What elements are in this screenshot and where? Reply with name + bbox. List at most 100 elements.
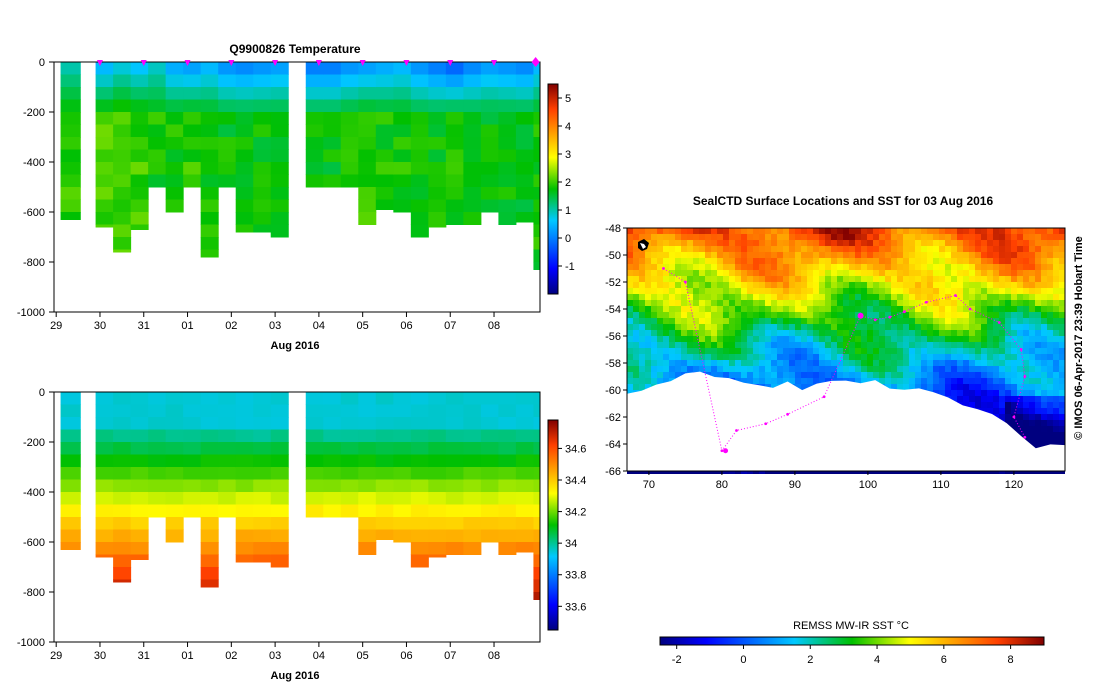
temperature-cell	[183, 149, 202, 163]
sst-cell	[909, 240, 915, 246]
sst-cell	[981, 360, 987, 366]
sst-cell	[885, 324, 891, 330]
temperature-cell	[323, 174, 342, 188]
sst-cell	[897, 330, 903, 336]
sst-cell	[927, 360, 933, 366]
sst-cell	[789, 360, 795, 366]
sst-cell	[681, 246, 687, 252]
sst-cell	[945, 252, 951, 258]
sst-cell	[627, 324, 633, 330]
lon-tick-label: 100	[859, 479, 877, 491]
temperature-cell	[428, 224, 447, 228]
sst-cell	[1029, 240, 1035, 246]
sst-cell	[711, 336, 717, 342]
sst-cell	[909, 330, 915, 336]
sst-colorbar	[659, 636, 1045, 646]
sst-cell	[993, 384, 999, 390]
sst-cell	[975, 240, 981, 246]
sst-cell	[879, 342, 885, 348]
sst-cell	[837, 360, 843, 366]
sst-cell	[1011, 330, 1017, 336]
sst-cell	[627, 318, 633, 324]
salinity-cell	[165, 429, 184, 443]
salinity-y-axis: 0-200-400-600-800-1000	[17, 387, 54, 649]
sst-cell	[1047, 288, 1053, 294]
temperature-cell	[200, 199, 219, 213]
sst-cell	[813, 366, 819, 372]
x-tick-label: 03	[269, 650, 281, 662]
sst-cell	[831, 240, 837, 246]
temperature-cell	[95, 162, 114, 175]
sst-cell	[957, 348, 963, 354]
temperature-cell	[428, 199, 447, 213]
sst-cell	[819, 336, 825, 342]
sst-cell	[699, 234, 705, 240]
sst-cell	[819, 252, 825, 258]
sst-cell	[681, 240, 687, 246]
sst-cell	[723, 360, 729, 366]
salinity-cell	[515, 479, 534, 493]
sst-cell	[1011, 348, 1017, 354]
salinity-cell	[183, 392, 202, 405]
sst-cell	[855, 306, 861, 312]
sst-cell	[909, 312, 915, 318]
sst-cell	[1059, 228, 1065, 234]
sst-cell	[945, 318, 951, 324]
sst-cell	[777, 348, 783, 354]
sst-cell	[735, 348, 741, 354]
colorbar-tick-label: 33.8	[565, 570, 586, 582]
sst-cell	[807, 282, 813, 288]
temperature-title: Q9900826 Temperature	[229, 42, 361, 56]
temperature-cell	[165, 74, 184, 88]
sst-cell	[681, 288, 687, 294]
salinity-cell	[270, 417, 289, 430]
sst-cell	[831, 366, 837, 372]
sst-cell	[807, 270, 813, 276]
sst-cell	[1029, 354, 1035, 360]
sst-cell	[1047, 426, 1053, 432]
temperature-cell	[218, 99, 237, 113]
sst-cell	[633, 276, 639, 282]
sst-cell	[681, 294, 687, 300]
sst-cell	[723, 294, 729, 300]
sst-cell	[867, 246, 873, 252]
salinity-cell	[235, 392, 254, 405]
temperature-cell	[375, 124, 394, 138]
sst-cell	[663, 318, 669, 324]
sst-cell	[993, 402, 999, 408]
sst-cell	[657, 324, 663, 330]
sst-cell	[747, 342, 753, 348]
sst-cell	[741, 246, 747, 252]
sst-cell	[783, 312, 789, 318]
temperature-cell	[183, 124, 202, 138]
temperature-cell	[428, 74, 447, 88]
sst-cell	[1029, 366, 1035, 372]
sst-cell	[1053, 342, 1059, 348]
sst-cell	[711, 240, 717, 246]
temperature-cell	[515, 112, 534, 125]
temperature-cell	[148, 174, 167, 188]
temperature-cell	[375, 87, 394, 100]
salinity-cell	[113, 392, 132, 405]
sst-cell	[789, 330, 795, 336]
sst-cell	[651, 294, 657, 300]
sst-cell	[807, 234, 813, 240]
sst-cell	[735, 324, 741, 330]
sst-cell	[627, 342, 633, 348]
sst-cell	[1005, 408, 1011, 414]
sst-cell	[777, 276, 783, 282]
sst-cell	[663, 324, 669, 330]
sst-cell	[735, 336, 741, 342]
sst-cell	[825, 372, 831, 378]
salinity-cell	[95, 517, 114, 530]
sst-cell	[783, 282, 789, 288]
x-tick-label: 01	[181, 320, 193, 332]
temperature-heatmap	[60, 62, 541, 270]
colorbar-tick-label: 4	[565, 121, 571, 133]
sst-cell	[639, 270, 645, 276]
temperature-cell	[183, 62, 202, 75]
salinity-cell	[305, 442, 324, 455]
sst-cell	[843, 300, 849, 306]
sst-cell	[1011, 300, 1017, 306]
sst-cell	[957, 264, 963, 270]
